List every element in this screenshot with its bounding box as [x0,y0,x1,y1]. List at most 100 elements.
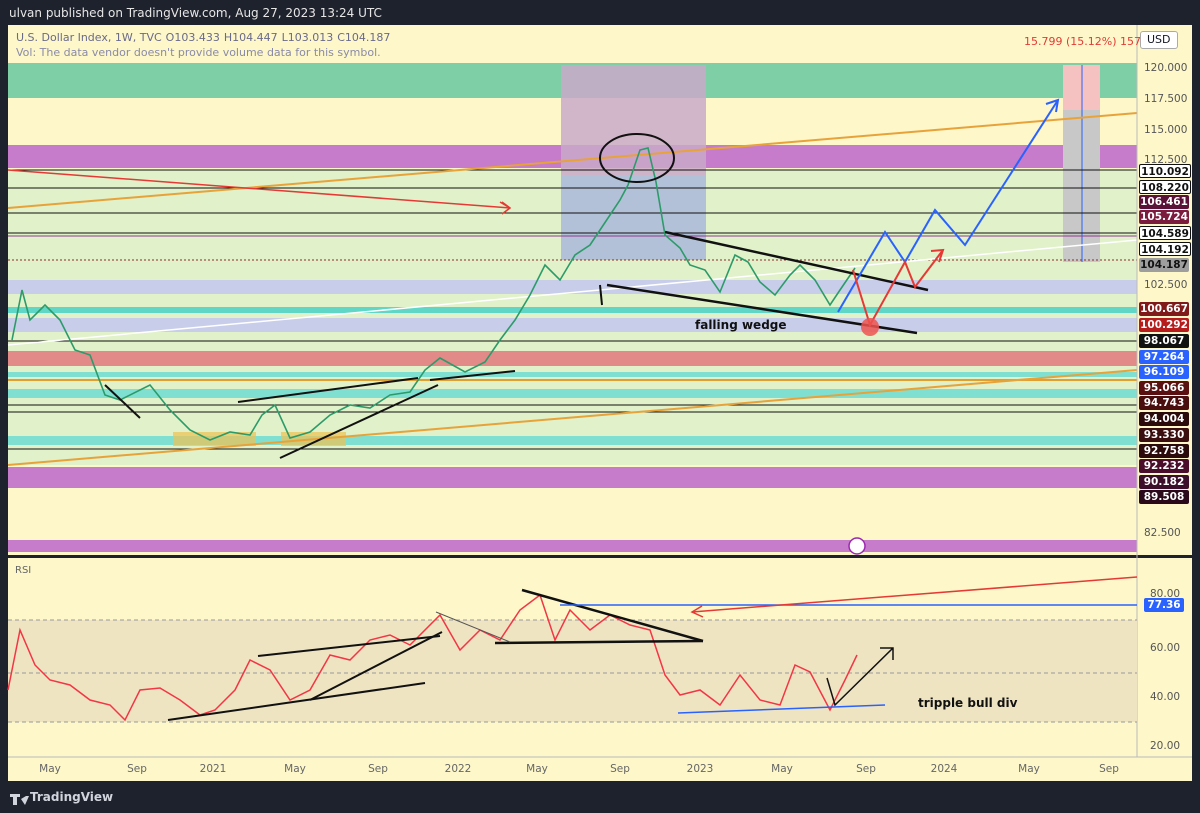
price-label: 96.109 [1139,365,1189,379]
time-tick: 2023 [686,763,714,775]
price-label: 106.461 [1139,195,1189,209]
price-label: 92.232 [1139,459,1189,473]
time-tick: Sep [610,763,630,775]
projection [837,99,1059,313]
annotation: falling wedge [695,318,787,332]
pattern-line [309,631,443,701]
price-label: 89.508 [1139,490,1189,504]
time-tick: 2022 [444,763,472,775]
arrow-head [501,201,512,215]
price-tick: 117.500 [1144,93,1188,105]
price-tick: 102.500 [1144,279,1188,291]
price-label: 105.724 [1139,210,1189,224]
time-tick: Sep [1099,763,1119,775]
legend: U.S. Dollar Index, 1W, TVC O103.433 H104.4… [16,31,394,45]
annotation: tripple bull div [918,696,1018,710]
rsi-tick: 80.00 [1150,588,1181,600]
price-label: 110.092 [1139,164,1191,178]
price-path [11,147,856,441]
pattern-line [521,588,704,643]
price-label: 98.067 [1139,334,1189,348]
price-tick: 120.000 [1144,62,1188,74]
zone [8,318,1137,332]
price-label: 108.220 [1139,180,1191,194]
ohlc: C104.187 [337,31,391,44]
separator [8,555,1192,558]
pattern-line [279,384,439,459]
ohlc: H104.447 [223,31,278,44]
time-tick: Sep [127,763,147,775]
publish-info: ulvan published on TradingView.com, Aug … [9,6,382,20]
symbol: U.S. Dollar Index, 1W, TVC [16,31,162,44]
pattern-line [429,370,516,381]
zone [8,372,1137,377]
pattern-line [257,635,441,657]
time-tick: 2021 [199,763,227,775]
trend-line [7,369,1138,466]
arrow-head [1045,98,1060,113]
rsi-level-label: 77.36 [1144,598,1184,612]
divergence-line [677,704,886,714]
rsi-levels [8,619,1137,723]
zone [8,307,1137,313]
price-label: 100.292 [1139,318,1189,332]
time-tick: May [39,763,61,775]
price-label: 104.192 [1139,242,1191,256]
footer-brand: TradingView [30,790,114,804]
logo [10,794,29,805]
ohlc: L103.013 [281,31,334,44]
time-tick: May [1018,763,1040,775]
zone [8,389,1137,398]
currency-button[interactable]: USD [1140,31,1178,49]
trend-line [7,239,1138,346]
top-circle [599,133,675,183]
price-label: 95.066 [1139,381,1189,395]
pattern-line [237,377,419,403]
event-icon [848,537,866,555]
time-tick: Sep [368,763,388,775]
zone [8,540,1137,552]
rsi-tick: 20.00 [1150,740,1181,752]
pattern-line [167,682,426,721]
arrow-head [690,605,704,618]
price-label: 90.182 [1139,475,1189,489]
price-label: 93.330 [1139,428,1189,442]
rsi-title: RSI [15,565,32,576]
time-tick: Sep [856,763,876,775]
price-tick: 82.500 [1144,527,1181,539]
price-label: 100.667 [1139,302,1189,316]
target-dot [861,318,879,336]
rsi-tick: 40.00 [1150,691,1181,703]
time-tick: May [526,763,548,775]
wedge-line [664,230,929,292]
range-box [561,175,706,260]
zone [8,436,1137,445]
arrow-head [930,248,945,263]
time-tick: May [771,763,793,775]
volume-note: Vol: The data vendor doesn't provide vol… [16,46,381,59]
projection [852,249,944,328]
trend-line [7,112,1138,209]
price-tick: 112.500 [1144,154,1188,166]
measure-label: 15.799 (15.12%) 15799 [1024,35,1156,48]
price-label: 92.758 [1139,444,1189,458]
zone [8,351,1137,366]
time-tick: May [284,763,306,775]
pattern-line [104,284,603,419]
range-box [561,65,706,175]
pattern-line [435,611,511,643]
rsi-tick: 60.00 [1150,642,1181,654]
price-label: 94.004 [1139,412,1189,426]
trend-arrow [691,576,1138,613]
pattern-line [494,639,704,645]
price-label: 104.589 [1139,226,1191,240]
arrow [826,647,894,707]
price-label: 97.264 [1139,350,1189,364]
time-tick: 2024 [930,763,958,775]
price-label: 94.743 [1139,396,1189,410]
rsi-band [8,620,1137,722]
ohlc: O103.433 [165,31,220,44]
price-tick: 115.000 [1144,124,1188,136]
